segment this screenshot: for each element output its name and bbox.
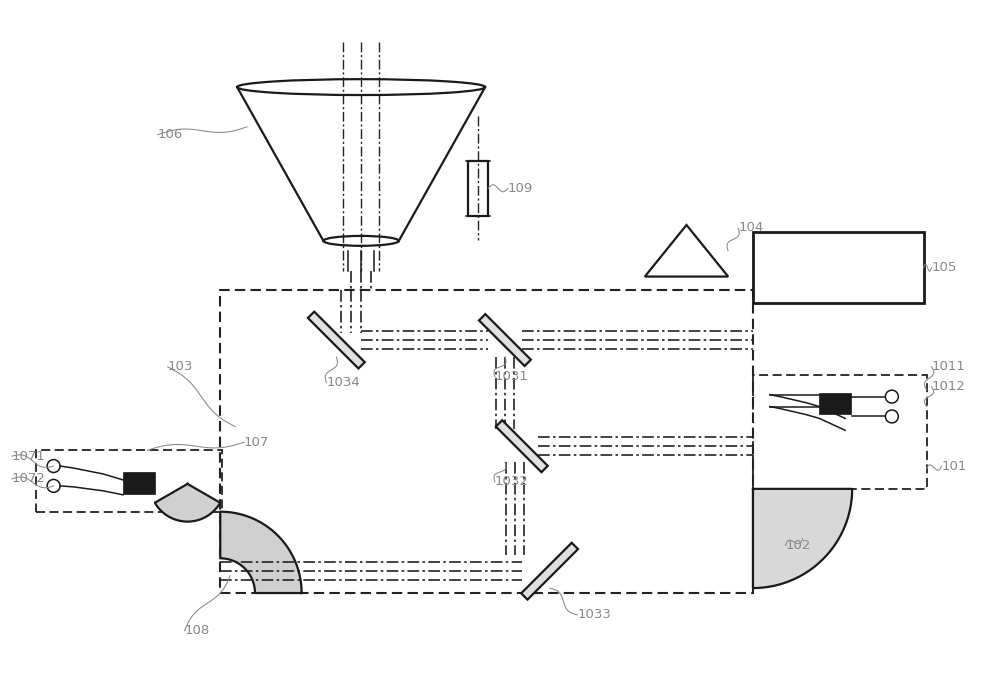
Bar xyxy=(753,232,924,303)
Text: 104: 104 xyxy=(738,222,763,234)
Text: 106: 106 xyxy=(158,128,183,141)
Text: 105: 105 xyxy=(932,261,957,274)
Bar xyxy=(36,450,222,512)
Bar xyxy=(123,472,155,494)
Polygon shape xyxy=(479,314,531,366)
Text: 1034: 1034 xyxy=(326,376,360,389)
Text: 1011: 1011 xyxy=(932,360,965,373)
Bar xyxy=(819,393,851,414)
Text: 1012: 1012 xyxy=(932,380,965,393)
Polygon shape xyxy=(155,484,220,521)
Text: 109: 109 xyxy=(508,182,533,195)
Polygon shape xyxy=(753,489,852,588)
Bar xyxy=(753,375,927,489)
Text: 1033: 1033 xyxy=(577,608,611,621)
Polygon shape xyxy=(521,543,578,600)
Polygon shape xyxy=(220,512,302,593)
Text: 108: 108 xyxy=(185,624,210,637)
Text: 107: 107 xyxy=(244,436,269,449)
Text: 1032: 1032 xyxy=(495,475,529,489)
Bar xyxy=(468,161,488,215)
Bar xyxy=(220,291,753,593)
Text: 103: 103 xyxy=(168,360,193,373)
Text: 1071: 1071 xyxy=(12,450,46,463)
Text: 102: 102 xyxy=(786,539,811,552)
Text: 101: 101 xyxy=(941,459,967,473)
Text: 1031: 1031 xyxy=(495,370,529,383)
Polygon shape xyxy=(308,311,365,368)
Text: 1072: 1072 xyxy=(12,473,46,485)
Polygon shape xyxy=(496,420,548,472)
